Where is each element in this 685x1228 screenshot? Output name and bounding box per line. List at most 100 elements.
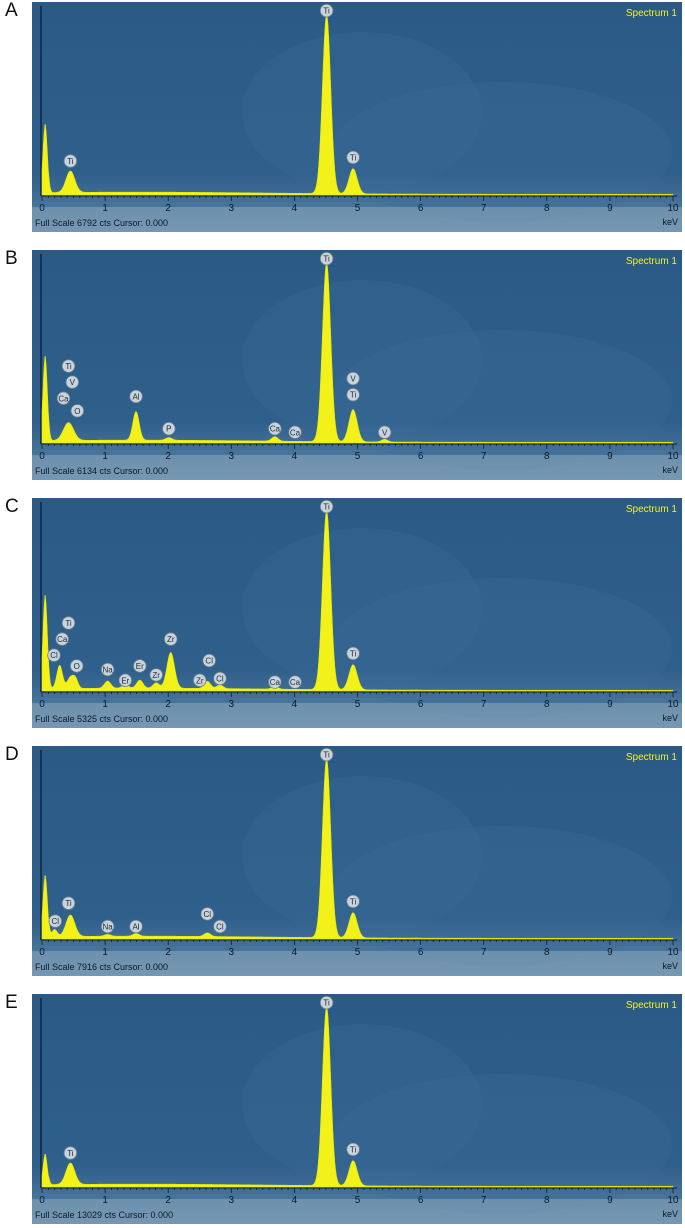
peak-label-badge [268,421,282,436]
x-tick-label: 0 [39,947,45,958]
peak-marker [106,683,109,685]
peak-label-badge [129,389,143,404]
peak-label-badge [213,671,227,686]
x-tick-label: 1 [102,699,108,710]
background-swirl [242,776,482,936]
x-tick-label: 8 [544,451,550,462]
peak-label: Al [129,389,143,404]
peak-label-text: Na [103,922,114,931]
spectrum-series [41,509,674,692]
peak-marker [67,424,70,426]
spectrum-chart: 0 1 2 3 4 5 6 7 8 9 10 keV Full Scale 6134 cts Curso… [32,250,682,480]
status-band [32,1199,682,1224]
background-swirl [332,82,672,222]
peak-marker [352,913,354,915]
peak-label-text: Ti [350,897,357,906]
peak-marker [58,666,61,669]
x-tick-label: 9 [607,203,613,214]
peak-label-badge [47,648,61,662]
panel-label: C [5,496,19,517]
x-tick-label: 8 [544,1195,550,1206]
peak-label-badge [346,894,360,909]
peak-label-text: Cl [204,910,212,919]
peak-marker [53,931,56,933]
peak-label-text: Zr [196,676,204,685]
peak-label: Ti [61,616,76,630]
x-tick-label: 1 [102,451,108,462]
x-tick-label: 0 [39,451,45,462]
panel-label: B [5,248,18,269]
x-tick-label: 1 [102,947,108,958]
background-swirl [242,280,482,440]
peak-label-text: Na [103,666,114,675]
peak-label: Na [100,919,115,934]
peak-label-badge [346,646,360,661]
spectrum-chart: 0 1 2 3 4 5 6 7 8 9 10 keV Full Scale 7916 cts Curso… [32,746,682,976]
peak-label-badge [319,747,334,762]
peak-label-text: Ti [350,391,357,400]
peak-label: Ti [319,3,334,18]
peak-label-text: O [74,407,80,416]
peak-label-text: Ti [350,153,357,162]
x-tick-label: 9 [607,699,613,710]
peak-label-text: Cl [216,922,224,931]
peak-label-text: Ca [290,428,301,437]
x-tick-label: 2 [165,699,171,710]
x-tick-label: 10 [667,699,679,710]
peak-marker [383,439,386,442]
peak-marker [44,356,46,358]
peak-label: Cl [213,671,227,686]
peak-label-badge [319,499,334,514]
peak-label: V [346,371,360,386]
peak-label-badge [346,387,360,402]
x-tick-label: 6 [418,1195,424,1206]
peak-label-badge [70,404,85,418]
status-band [32,951,682,976]
legend-entry: Spectrum 1 [626,8,678,19]
x-axis-label: keV [662,1209,678,1219]
x-axis-label: keV [662,961,678,971]
status-band [32,703,682,728]
peak-label: Ti [61,896,76,910]
peak-marker [352,169,354,171]
peak-marker [352,1161,354,1163]
peak-label-text: Ca [270,678,281,687]
peak-label: V [65,375,79,389]
status-band [32,455,682,480]
peak-label-text: Ti [67,1149,74,1158]
peak-label: Ti [63,1146,78,1160]
spectrum-panel: 0 1 2 3 4 5 6 7 8 9 10 keV Full Scale 6134 cts Curso… [32,250,682,480]
peak-label-text: Zr [167,635,175,644]
x-tick-label: 3 [229,1195,235,1206]
background-swirl [332,330,672,470]
x-axis-label: keV [662,713,678,723]
x-tick-label: 9 [607,451,613,462]
peak-label-badge [61,359,76,373]
status-text: Full Scale 6792 cts Cursor: 0.000 [35,218,168,228]
peak-label-badge [288,675,302,689]
peak-label-badge [346,371,360,386]
peak-marker [274,437,276,440]
peak-marker [219,686,221,689]
peak-label: Er [133,659,147,673]
peak-label-text: Cl [51,917,59,926]
peak-label: Ti [319,747,334,762]
x-tick-label: 5 [355,451,361,462]
peak-marker [69,916,72,919]
peak-label: Ti [346,1142,360,1157]
peak-label-badge [319,995,334,1010]
peak-label-text: Ti [65,619,72,628]
x-tick-label: 0 [39,203,45,214]
peak-label-text: Er [121,676,129,685]
x-tick-label: 10 [667,1195,679,1206]
x-tick-label: 4 [292,947,298,958]
peak-label-text: V [382,428,388,437]
peak-label: Na [100,662,115,677]
x-tick-label: 9 [607,1195,613,1206]
peak-marker [44,875,46,878]
spectrum-panel: 0 1 2 3 4 5 6 7 8 9 10 keV Full Scale 5325 cts Curso… [32,498,682,728]
status-band [32,207,682,232]
peak-label-text: Zr [152,671,160,680]
status-text: Full Scale 13029 cts Cursor: 0.000 [35,1210,173,1220]
spectrum-chart: 0 1 2 3 4 5 6 7 8 9 10 keV Full Scale 6792 cts Curso… [32,2,682,232]
